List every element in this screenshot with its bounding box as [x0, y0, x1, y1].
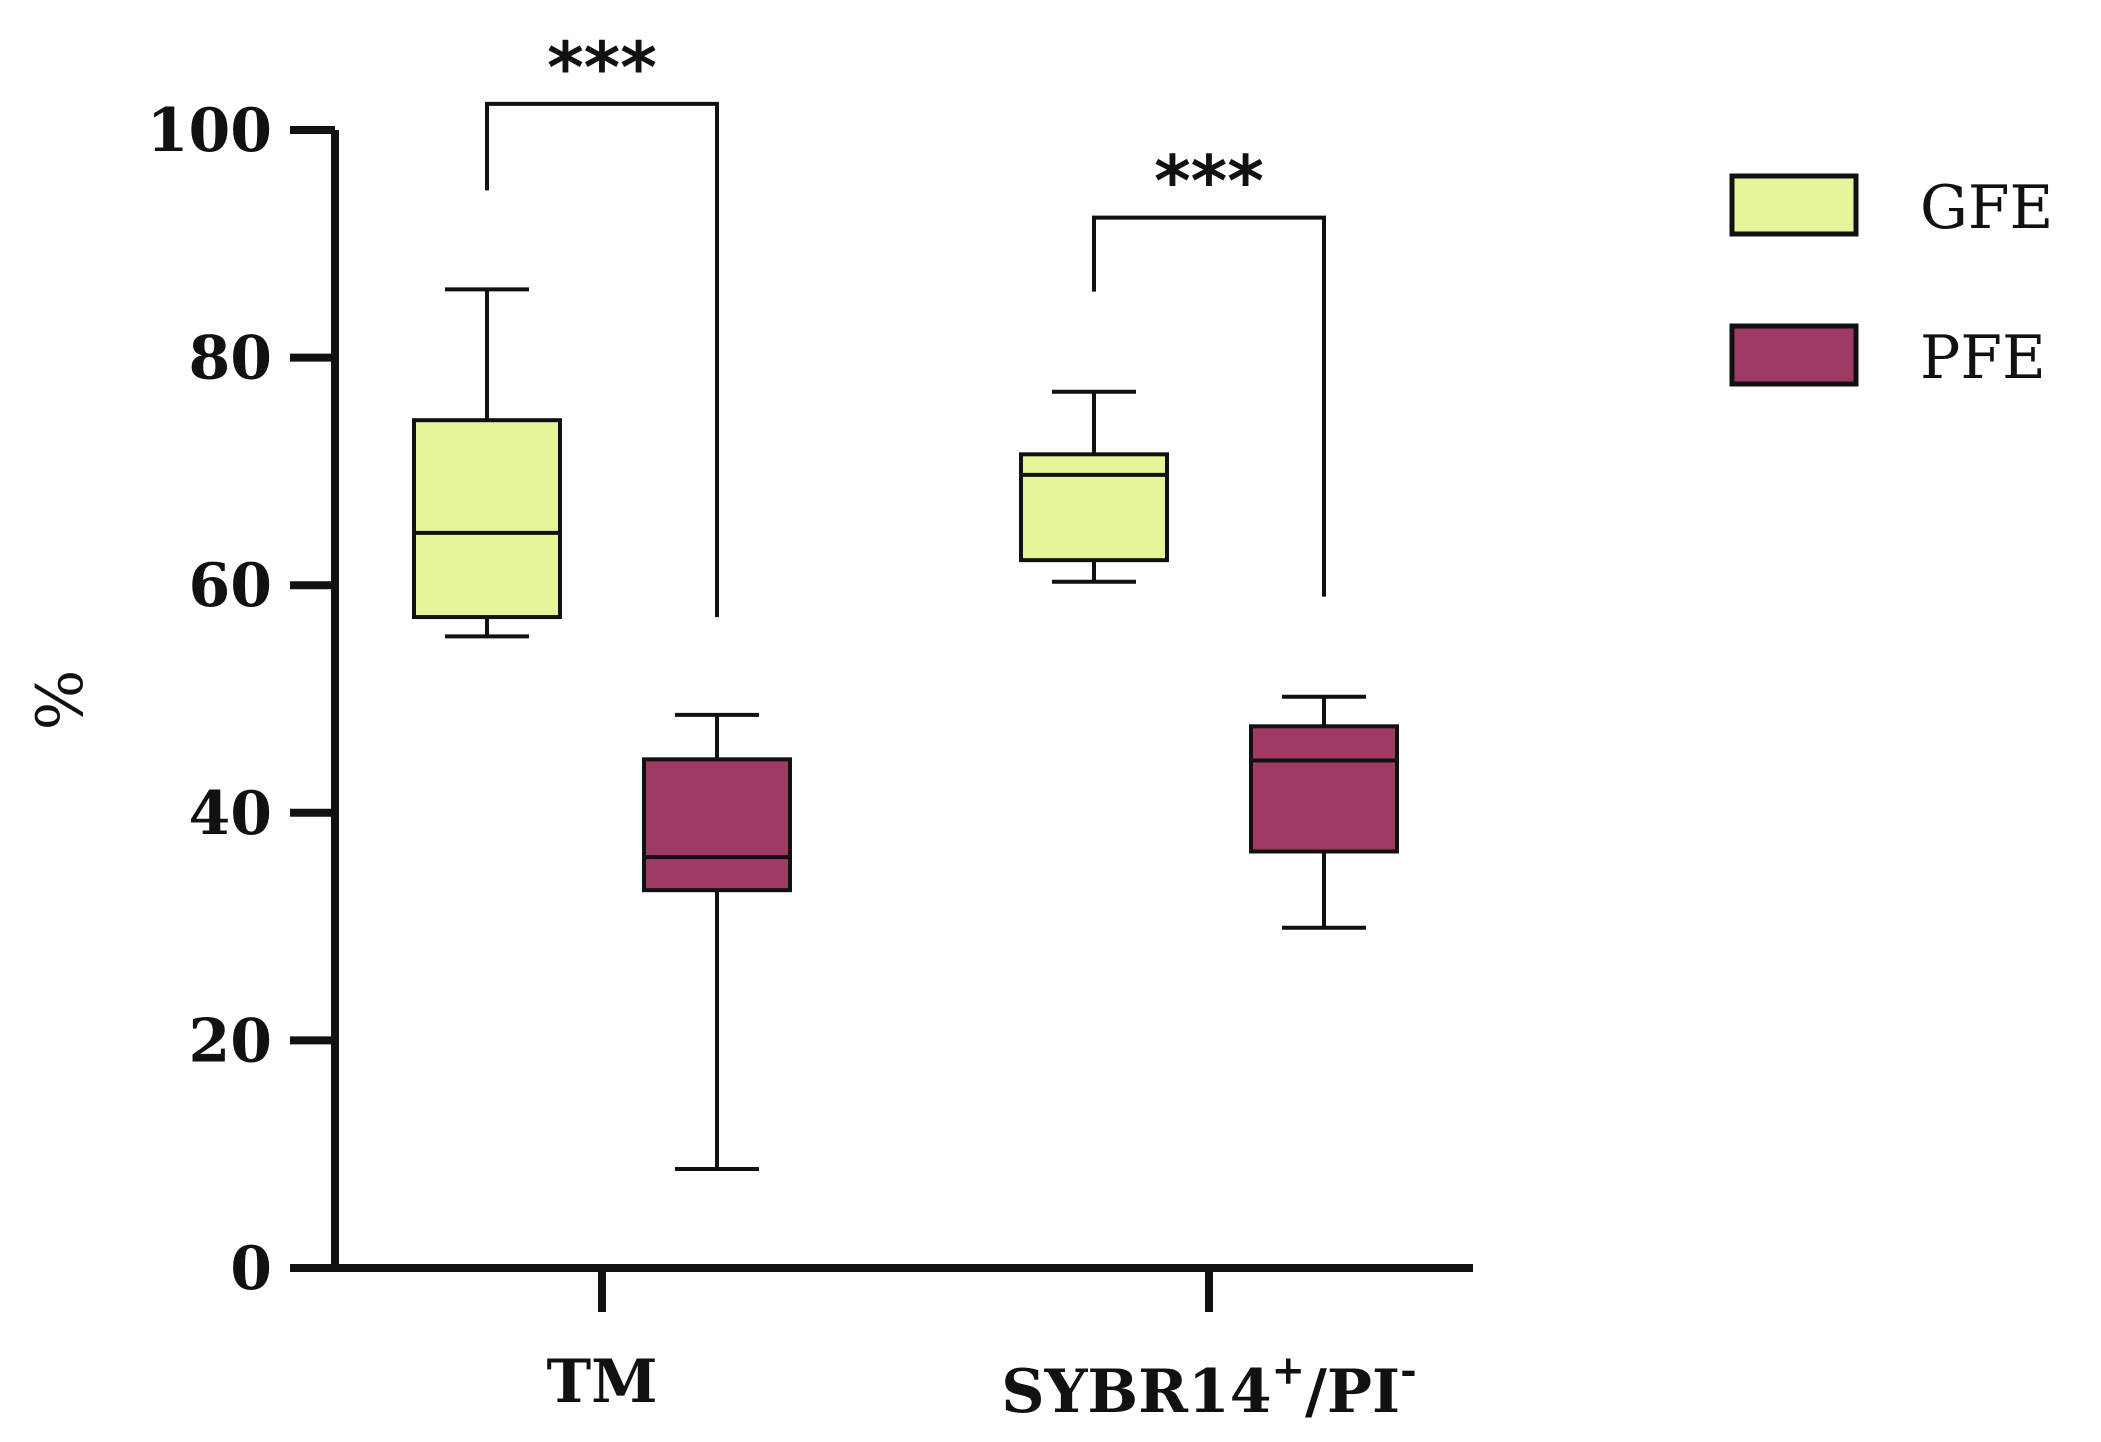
legend-label-pfe: PFE — [1920, 323, 2046, 393]
legend: GFE PFE — [1729, 173, 2053, 393]
category-label-sybr14-pi: SYBR14+/PI- — [1001, 1347, 1416, 1427]
plot-area: *** *** — [412, 27, 1399, 1171]
box-pfe-1 — [1249, 694, 1399, 930]
axes: 0 20 40 60 80 100 — [147, 96, 1473, 1312]
box-iqr — [412, 418, 562, 620]
significance-label: *** — [1154, 141, 1264, 223]
bracket-line — [1092, 215, 1326, 597]
significance-bracket-1: *** — [1092, 141, 1326, 597]
category-label-tm: TM — [546, 1347, 657, 1417]
significance-label: *** — [547, 27, 657, 109]
box-gfe-0 — [412, 287, 562, 639]
legend-label-gfe: GFE — [1920, 173, 2053, 243]
box-iqr — [1019, 452, 1169, 563]
x-category-labels: TM SYBR14+/PI- — [546, 1347, 1416, 1427]
y-tick-label-60: 60 — [189, 551, 273, 621]
box-iqr — [1249, 724, 1399, 854]
significance-bracket-0: *** — [485, 27, 719, 618]
y-tick-label-100: 100 — [147, 96, 272, 166]
y-tick-label-20: 20 — [189, 1006, 273, 1076]
y-tick-label-0: 0 — [230, 1234, 272, 1304]
box-pfe-0 — [642, 712, 792, 1171]
legend-swatch-pfe — [1729, 323, 1859, 387]
box-iqr — [642, 757, 792, 893]
y-tick-label-80: 80 — [189, 324, 273, 394]
y-tick-label-40: 40 — [189, 779, 273, 849]
y-axis-label: % — [24, 670, 98, 731]
box-gfe-1 — [1019, 389, 1169, 584]
bracket-line — [485, 101, 719, 618]
legend-swatch-gfe — [1729, 173, 1859, 237]
